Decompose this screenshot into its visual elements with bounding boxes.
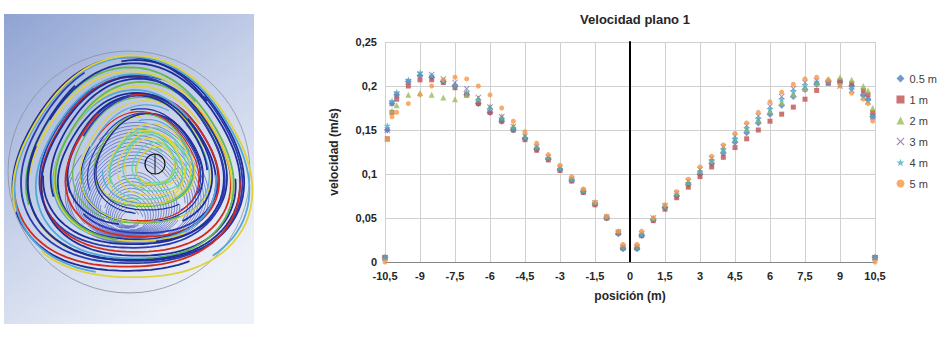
svg-text:0,25: 0,25 bbox=[356, 36, 377, 48]
svg-text:-4,5: -4,5 bbox=[516, 270, 535, 282]
svg-text:3 m: 3 m bbox=[909, 136, 927, 148]
svg-text:-6: -6 bbox=[485, 270, 495, 282]
svg-text:0,05: 0,05 bbox=[356, 212, 377, 224]
svg-text:0,15: 0,15 bbox=[356, 124, 377, 136]
svg-text:0: 0 bbox=[627, 270, 633, 282]
svg-text:3: 3 bbox=[697, 270, 703, 282]
svg-text:velocidad (m/s): velocidad (m/s) bbox=[327, 108, 341, 195]
svg-text:0: 0 bbox=[371, 256, 377, 268]
svg-text:1 m: 1 m bbox=[909, 94, 927, 106]
svg-text:7,5: 7,5 bbox=[797, 270, 812, 282]
svg-text:5 m: 5 m bbox=[909, 178, 927, 190]
svg-text:-9: -9 bbox=[415, 270, 425, 282]
svg-text:-1,5: -1,5 bbox=[586, 270, 605, 282]
svg-text:Velocidad plano 1: Velocidad plano 1 bbox=[580, 12, 690, 27]
svg-text:1,5: 1,5 bbox=[657, 270, 672, 282]
svg-text:posición (m): posición (m) bbox=[594, 289, 665, 303]
svg-text:4 m: 4 m bbox=[909, 157, 927, 169]
svg-text:0.5 m: 0.5 m bbox=[909, 73, 937, 85]
svg-text:2 m: 2 m bbox=[909, 115, 927, 127]
svg-text:4,5: 4,5 bbox=[727, 270, 742, 282]
svg-text:-7,5: -7,5 bbox=[446, 270, 465, 282]
svg-text:-3: -3 bbox=[555, 270, 565, 282]
svg-text:9: 9 bbox=[837, 270, 843, 282]
svg-text:-10,5: -10,5 bbox=[372, 270, 397, 282]
svg-text:6: 6 bbox=[767, 270, 773, 282]
svg-text:10,5: 10,5 bbox=[864, 270, 885, 282]
svg-text:0,2: 0,2 bbox=[362, 80, 377, 92]
svg-text:0,1: 0,1 bbox=[362, 168, 377, 180]
